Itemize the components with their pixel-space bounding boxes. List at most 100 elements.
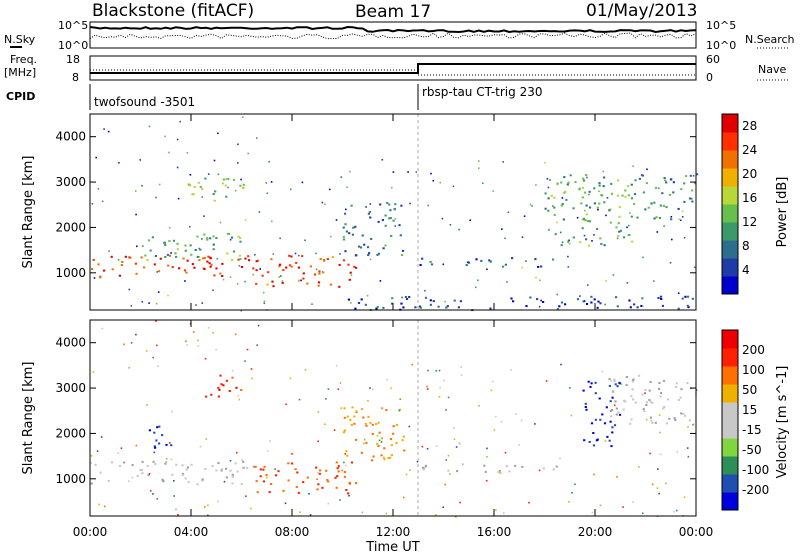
- nsearch-series-line: [89, 32, 697, 40]
- data-cell: [559, 231, 562, 234]
- data-cell: [634, 401, 637, 404]
- data-cell: [625, 384, 628, 387]
- data-cell: [613, 378, 616, 381]
- data-cell: [535, 184, 537, 186]
- data-cell: [663, 225, 665, 227]
- data-cell: [534, 258, 537, 261]
- data-cell: [564, 303, 567, 306]
- data-cell: [161, 434, 164, 437]
- data-cell: [544, 162, 546, 164]
- data-cell: [669, 262, 672, 264]
- data-cell: [429, 299, 432, 302]
- data-cell: [680, 388, 683, 391]
- data-cell: [194, 249, 197, 251]
- data-cell: [587, 284, 589, 286]
- data-cell: [601, 370, 604, 373]
- data-cell: [368, 252, 371, 255]
- data-cell: [361, 234, 364, 237]
- colorbar-tick-label: 20: [742, 167, 757, 181]
- data-cell: [650, 202, 653, 205]
- data-cell: [585, 213, 588, 216]
- data-cell: [563, 176, 566, 179]
- data-cell: [386, 202, 389, 204]
- data-cell: [624, 195, 627, 198]
- data-cell: [90, 482, 93, 485]
- data-cell: [291, 453, 293, 455]
- data-cell: [582, 177, 585, 180]
- data-cell: [560, 363, 562, 366]
- data-cell: [515, 413, 517, 415]
- data-cell: [560, 181, 563, 184]
- data-cell: [240, 178, 242, 181]
- data-cell: [511, 257, 514, 260]
- data-cell: [285, 266, 288, 269]
- data-cell: [402, 435, 405, 438]
- data-cell: [638, 374, 641, 377]
- data-cell: [308, 493, 310, 495]
- freq-series-line: [90, 63, 696, 74]
- data-cell: [349, 170, 351, 173]
- data-cell: [611, 431, 614, 434]
- data-cell: [584, 191, 587, 194]
- data-cell: [562, 218, 565, 221]
- data-cell: [90, 455, 93, 457]
- data-cell: [587, 380, 590, 383]
- data-cell: [633, 303, 636, 306]
- data-cell: [176, 242, 179, 245]
- colorbar-segment: [722, 384, 738, 403]
- data-cell: [191, 263, 194, 266]
- data-cell: [207, 173, 210, 175]
- data-cell: [170, 252, 172, 254]
- data-cell: [152, 356, 154, 359]
- data-cell: [225, 379, 228, 382]
- data-cell: [189, 174, 192, 176]
- data-cell: [630, 395, 633, 398]
- velocity-heatmap-panel: 1000 2000 3000 4000 Slant Range [km]: [21, 319, 698, 518]
- data-cell: [217, 132, 219, 135]
- data-cell: [459, 443, 461, 445]
- data-cell: [378, 431, 381, 434]
- data-cell: [342, 226, 345, 229]
- data-cell: [392, 219, 395, 222]
- data-cell: [247, 152, 249, 155]
- data-cell: [220, 383, 223, 386]
- data-cell: [690, 197, 693, 200]
- data-cell: [290, 255, 293, 258]
- data-cell: [547, 197, 550, 200]
- data-cell: [567, 255, 569, 258]
- data-cell: [599, 237, 602, 240]
- data-cell: [582, 217, 585, 220]
- data-cell: [322, 259, 326, 261]
- data-cell: [383, 458, 386, 461]
- nsearch-top-tick: 10^5: [706, 19, 736, 32]
- data-cell: [567, 239, 570, 242]
- data-cell: [176, 166, 179, 169]
- data-cell: [164, 462, 167, 465]
- data-cell: [341, 469, 343, 472]
- data-cell: [684, 295, 687, 298]
- data-cell: [518, 444, 520, 446]
- data-cell: [449, 224, 452, 226]
- data-cell: [335, 486, 338, 489]
- data-cell: [604, 303, 606, 306]
- data-cell: [117, 259, 120, 261]
- data-cell: [270, 483, 273, 485]
- data-cell: [189, 225, 191, 228]
- data-cell: [521, 266, 523, 269]
- data-cell: [610, 445, 613, 448]
- data-cell: [343, 461, 345, 464]
- data-cell: [190, 463, 193, 466]
- data-cell: [228, 233, 231, 235]
- data-cell: [193, 186, 196, 188]
- data-cell: [198, 256, 200, 258]
- colorbar-segment: [722, 402, 738, 421]
- data-cell: [242, 183, 245, 186]
- colorbar-tick-label: -200: [742, 483, 769, 497]
- data-cell: [298, 254, 300, 257]
- data-cell: [572, 236, 575, 239]
- data-cell: [686, 295, 690, 298]
- data-cell: [321, 486, 324, 489]
- data-cell: [221, 262, 224, 265]
- data-cell: [376, 434, 379, 437]
- data-cell: [581, 186, 584, 189]
